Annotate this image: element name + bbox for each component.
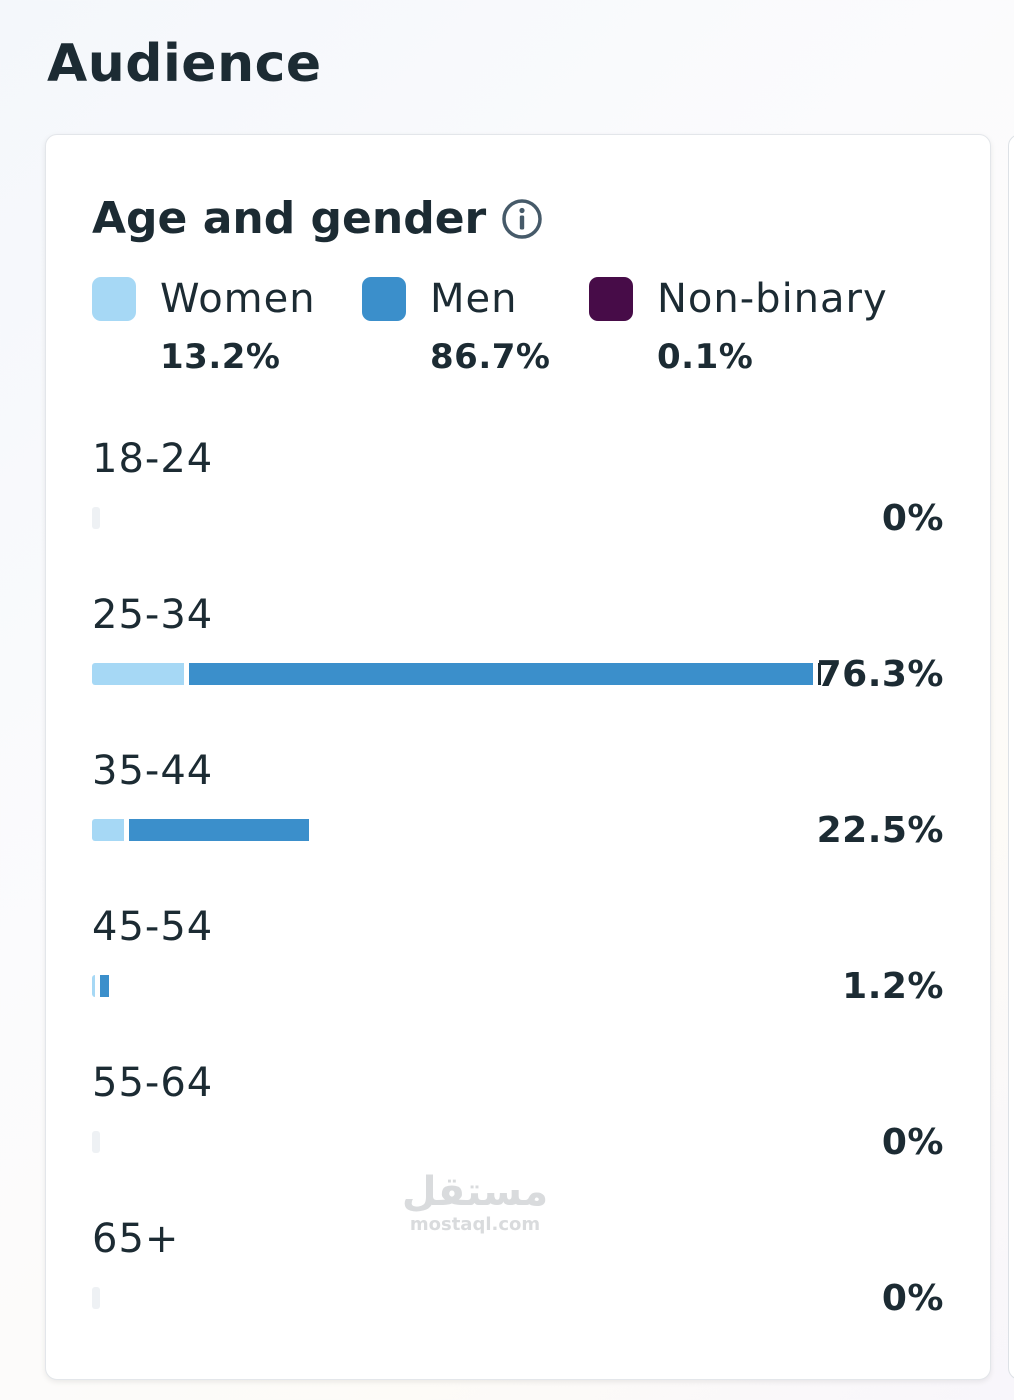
age-label: 35-44 — [92, 748, 214, 794]
bar-track — [92, 975, 832, 1001]
watermark-logo: مستقل — [401, 1169, 549, 1215]
age-value: 22.5% — [816, 810, 944, 851]
legend-label-women: Women — [160, 276, 316, 322]
bar-segment-men[interactable] — [100, 975, 110, 997]
legend-value-women: 13.2% — [160, 337, 281, 377]
chart-legend: Women 13.2% Men 86.7% Non-binary 0.1% — [92, 275, 952, 385]
legend-label-men: Men — [430, 276, 518, 322]
age-row-35-44: 35-44 22.5% — [92, 747, 944, 903]
age-value: 76.3% — [816, 654, 944, 695]
legend-label-nonbinary: Non-binary — [657, 276, 888, 322]
bar-track — [92, 663, 832, 689]
legend-value-men: 86.7% — [430, 337, 551, 377]
age-row-45-54: 45-54 1.2% — [92, 903, 944, 1059]
age-row-25-34: 25-34 76.3% — [92, 591, 944, 747]
bar-segment-men[interactable] — [189, 663, 814, 685]
legend-swatch-nonbinary — [589, 277, 633, 321]
age-row-55-64: 55-64 0% — [92, 1059, 944, 1215]
bar-track — [92, 819, 832, 845]
bar-empty-stub — [92, 1131, 100, 1153]
age-row-18-24: 18-24 0% — [92, 435, 944, 591]
watermark-domain: mostaql.com — [409, 1214, 541, 1235]
card-title: Age and gender — [92, 193, 487, 244]
bar-empty-stub — [92, 507, 100, 529]
age-value: 0% — [881, 498, 944, 539]
age-row-65-plus: 65+ 0% — [92, 1215, 944, 1371]
age-label: 55-64 — [92, 1060, 214, 1106]
bar-segment-nonbinary[interactable] — [818, 663, 822, 685]
age-label: 45-54 — [92, 904, 214, 950]
age-value: 1.2% — [842, 966, 944, 1007]
age-label: 18-24 — [92, 436, 214, 482]
watermark: مستقل mostaql.com — [400, 1170, 550, 1236]
card-header: Age and gender — [92, 197, 544, 241]
bar-track — [92, 507, 832, 533]
age-bar-rows: 18-24 0% 25-34 76.3% 35-44 22.5% 45-54 1… — [92, 435, 944, 1371]
bar-empty-stub — [92, 1287, 100, 1309]
bar-segment-women[interactable] — [92, 663, 185, 685]
age-value: 0% — [881, 1278, 944, 1319]
page-title: Audience — [47, 34, 322, 94]
bar-segment-women[interactable] — [92, 819, 124, 841]
adjacent-card-edge — [1008, 134, 1014, 1380]
info-icon[interactable] — [500, 197, 544, 241]
age-gender-card: Age and gender Women 13.2% Men 86.7% Non… — [45, 134, 991, 1380]
legend-swatch-women — [92, 277, 136, 321]
age-label: 25-34 — [92, 592, 214, 638]
legend-value-nonbinary: 0.1% — [657, 337, 754, 377]
bar-segment-men[interactable] — [128, 819, 309, 841]
bar-segment-women[interactable] — [92, 975, 95, 997]
bar-track — [92, 1287, 832, 1313]
age-value: 0% — [881, 1122, 944, 1163]
bar-track — [92, 1131, 832, 1157]
legend-swatch-men — [362, 277, 406, 321]
age-label: 65+ — [92, 1216, 180, 1262]
